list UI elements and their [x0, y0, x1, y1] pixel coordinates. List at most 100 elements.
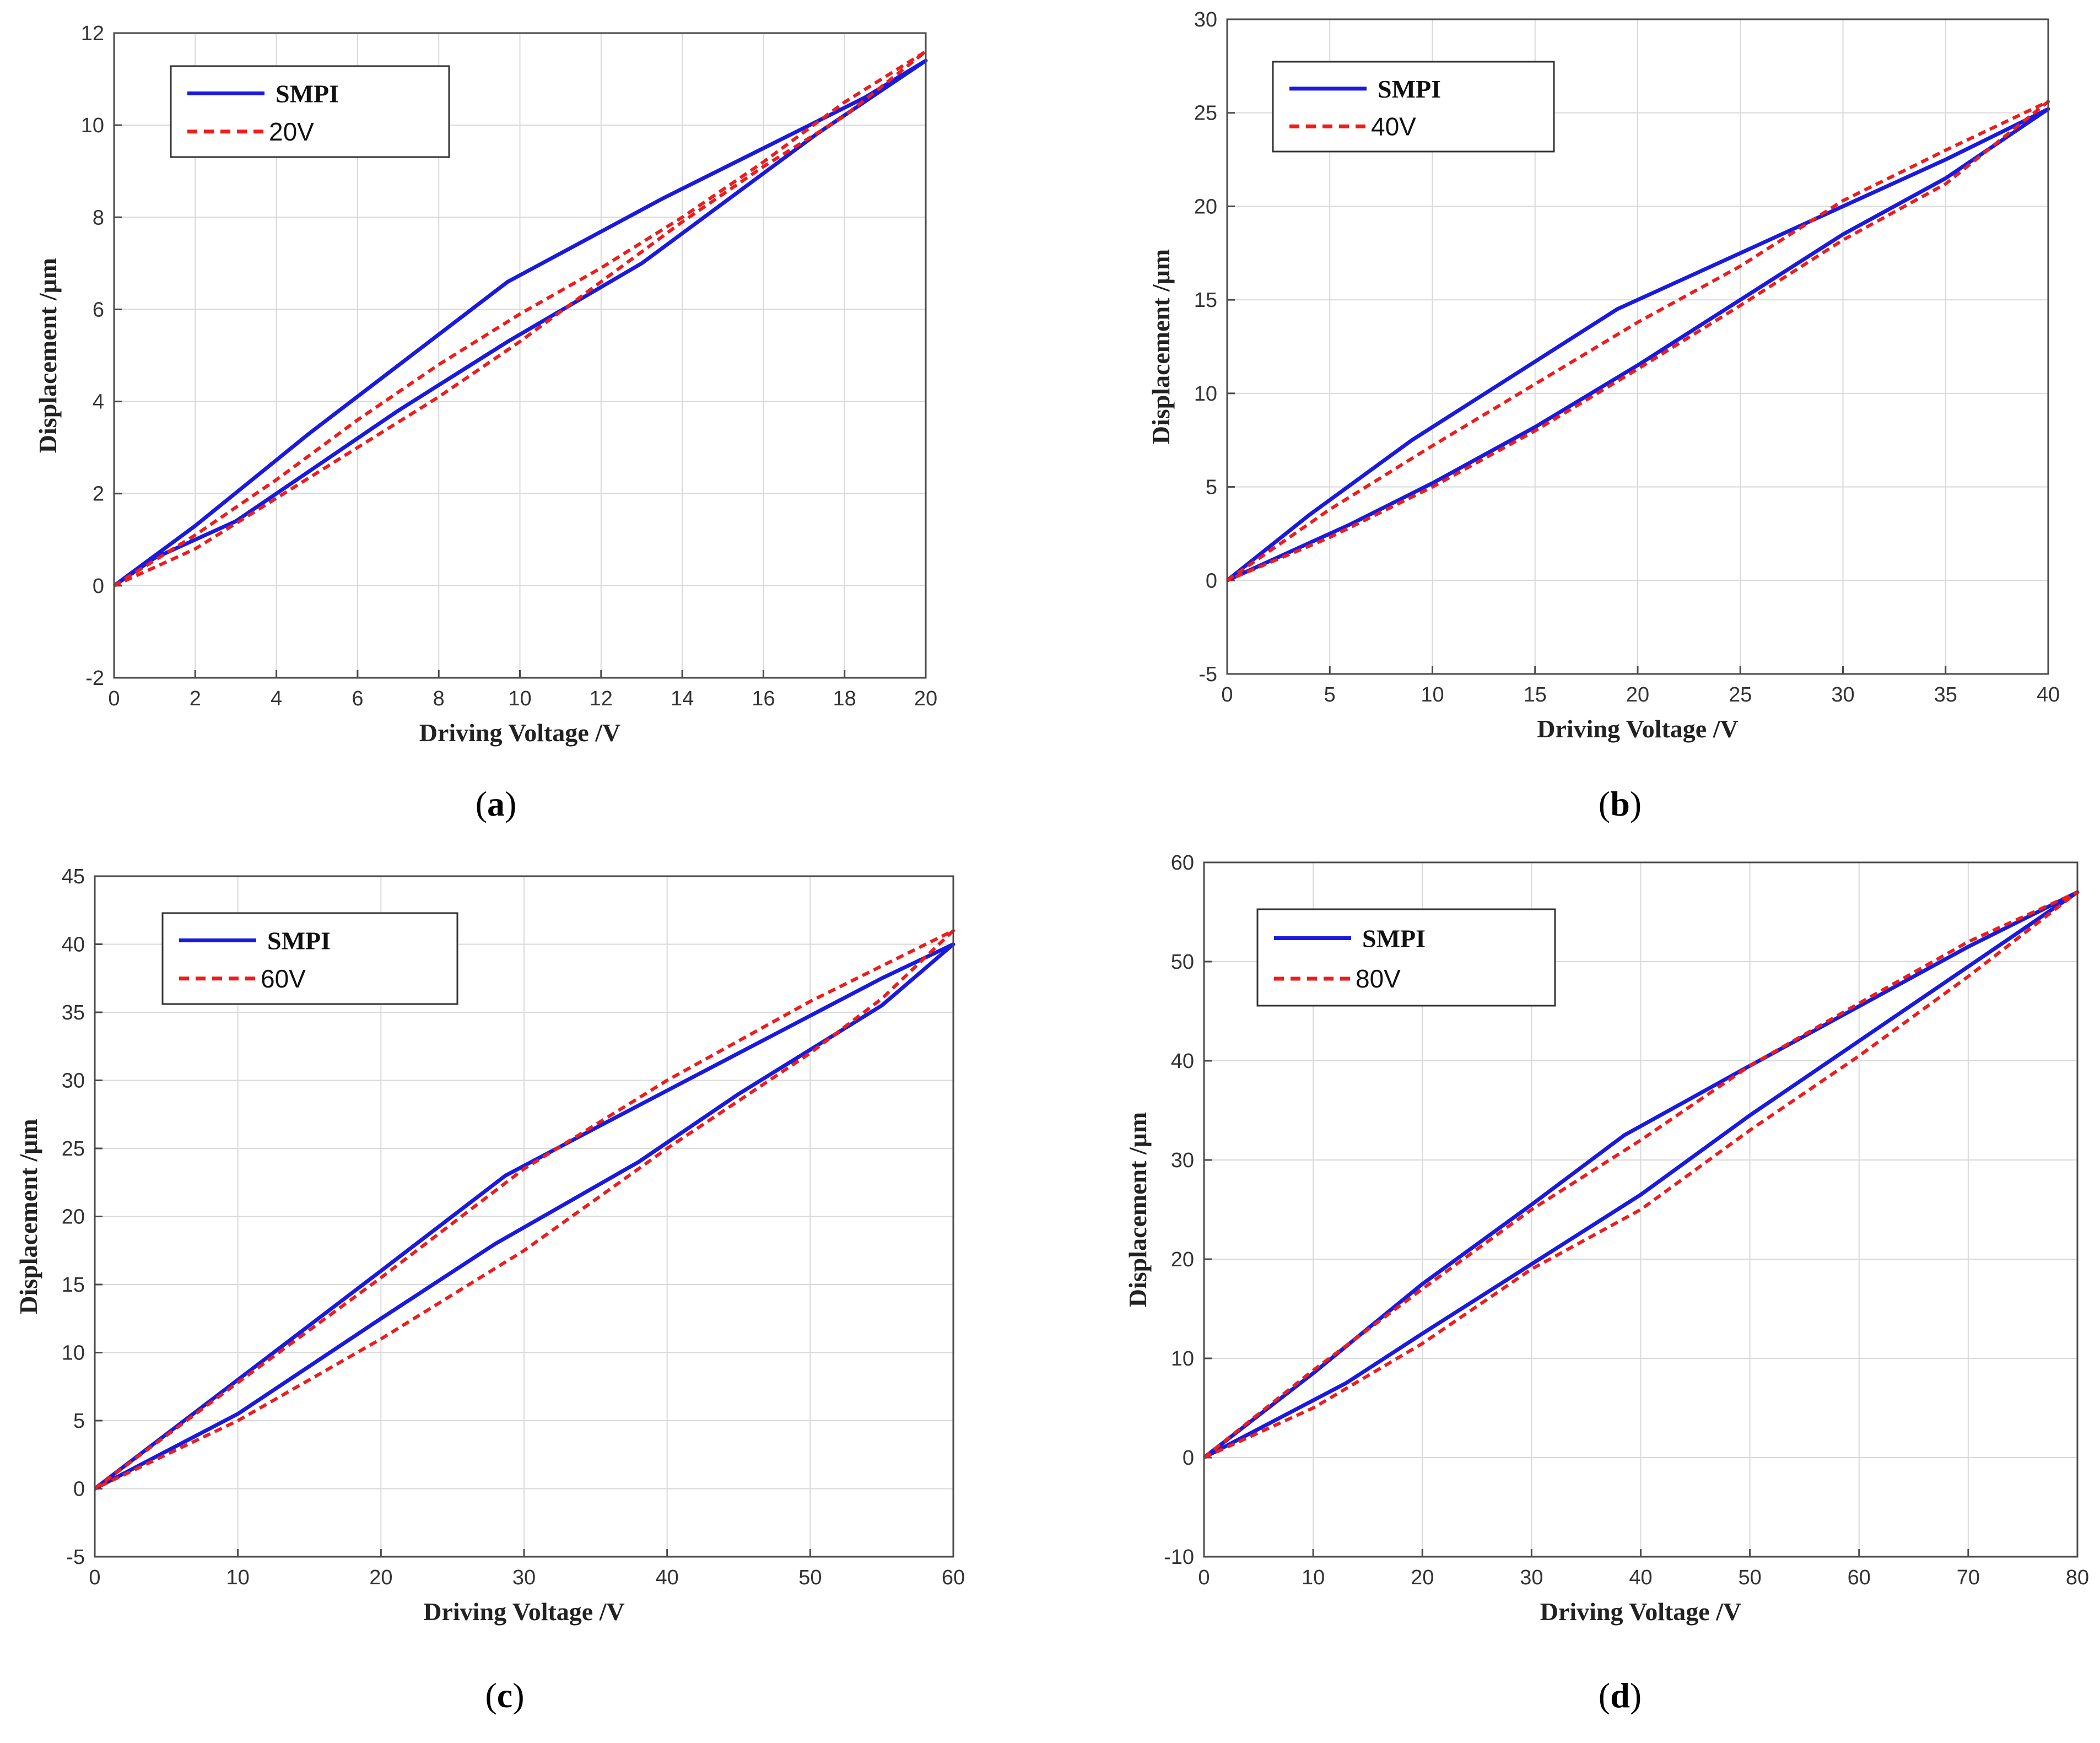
y-tick-label: 15 [1194, 289, 1217, 312]
x-tick-label: 0 [89, 1566, 100, 1589]
legend-smpi-label: SMPI [267, 927, 331, 955]
panel-caption: (d) [1599, 1676, 1642, 1715]
caption-open-paren: ( [1599, 784, 1610, 823]
panel-d: 0 10 20 30 40 50 60 70 80-100102030405060Driving… [1124, 851, 2089, 1715]
legend-smpi-label: SMPI [1362, 925, 1426, 953]
x-tick-label: 10 [1302, 1566, 1325, 1589]
panel-caption: (c) [485, 1676, 524, 1715]
x-tick-label: 10 [1421, 683, 1444, 706]
legend-measured-label: 40V [1371, 112, 1416, 141]
x-tick-label: 40 [1629, 1566, 1652, 1589]
caption-close-paren: ) [1630, 1676, 1642, 1715]
panel-caption: (b) [1599, 784, 1642, 823]
x-tick-label: 80 [2066, 1566, 2089, 1589]
y-tick-label: 4 [93, 391, 104, 414]
y-tick-label: 30 [1171, 1149, 1194, 1172]
x-axis-label: Driving Voltage /V [419, 719, 620, 747]
y-axis-label: Displacement /μm [1124, 1112, 1152, 1307]
x-tick-label: 10 [226, 1566, 250, 1589]
caption-close-paren: ) [505, 784, 516, 823]
plot-frame [1226, 18, 2049, 675]
x-axis-label: Driving Voltage /V [423, 1598, 624, 1626]
x-tick-label: 30 [1831, 683, 1854, 706]
y-tick-label: 10 [1194, 382, 1217, 406]
y-tick-label: -2 [85, 667, 104, 690]
y-tick-label: 40 [62, 933, 85, 957]
x-tick-label: 0 [108, 687, 120, 710]
x-tick-label: 50 [798, 1566, 822, 1589]
measured-series-line [94, 929, 955, 1491]
x-tick-label: 60 [1848, 1566, 1871, 1589]
y-tick-label: 0 [73, 1478, 85, 1501]
y-tick-label: -5 [66, 1546, 85, 1569]
caption-open-paren: ( [1599, 1676, 1610, 1715]
y-tick-label: 6 [93, 298, 104, 321]
x-tick-label: 15 [1524, 683, 1547, 706]
y-tick-label: 5 [73, 1410, 85, 1433]
y-tick-label: 20 [62, 1206, 85, 1229]
caption-letter: c [497, 1676, 512, 1715]
x-tick-label: 6 [352, 687, 363, 710]
x-tick-label: 0 [1198, 1566, 1210, 1589]
caption-close-paren: ) [512, 1676, 524, 1715]
y-tick-label: 25 [1194, 102, 1217, 125]
legend-box [161, 912, 458, 1005]
x-tick-label: 4 [271, 687, 282, 710]
x-axis-label: Driving Voltage /V [1540, 1598, 1741, 1626]
x-tick-label: 2 [190, 687, 201, 710]
y-tick-label: 10 [81, 114, 104, 137]
x-tick-label: 20 [1626, 683, 1649, 706]
legend: SMPI 60V [161, 912, 458, 1005]
panel-caption: (a) [476, 784, 517, 823]
x-tick-label: 12 [590, 687, 613, 710]
y-tick-label: 10 [1171, 1347, 1194, 1370]
smpi-series-line [112, 58, 928, 587]
y-tick-label: 0 [93, 575, 104, 598]
legend: SMPI 40V [1272, 61, 1555, 153]
x-tick-label: 40 [656, 1566, 679, 1589]
y-tick-label: 20 [1171, 1248, 1194, 1271]
x-tick-label: 35 [1934, 683, 1957, 706]
caption-letter: a [487, 784, 505, 823]
caption-open-paren: ( [476, 784, 487, 823]
x-tick-label: 20 [914, 687, 937, 710]
x-tick-label: 18 [833, 687, 856, 710]
y-tick-label: 10 [62, 1342, 85, 1365]
x-tick-label: 5 [1324, 683, 1336, 706]
x-tick-label: 10 [508, 687, 531, 710]
y-axis-label: Displacement /μm [14, 1119, 42, 1314]
y-tick-label: 25 [62, 1137, 85, 1161]
y-tick-label: -5 [1199, 663, 1217, 686]
x-tick-label: 14 [671, 687, 694, 710]
legend: SMPI 80V [1256, 908, 1556, 1007]
x-tick-label: 20 [369, 1566, 392, 1589]
x-tick-label: 50 [1738, 1566, 1761, 1589]
caption-letter: d [1610, 1676, 1630, 1715]
x-tick-label: 40 [2037, 683, 2060, 706]
panel-c: 0 10 20 30 40 50 60-5051015202530354045Driving… [14, 865, 965, 1715]
y-tick-label: 50 [1171, 951, 1194, 974]
legend-measured-label: 80V [1356, 964, 1401, 993]
caption-close-paren: ) [1630, 784, 1642, 823]
y-tick-label: 0 [1183, 1447, 1194, 1470]
y-tick-label: 30 [62, 1070, 85, 1093]
y-tick-label: 45 [62, 865, 85, 888]
x-tick-label: 60 [942, 1566, 965, 1589]
y-tick-label: 5 [1206, 476, 1217, 499]
x-tick-label: 25 [1729, 683, 1752, 706]
y-tick-label: 2 [93, 483, 104, 506]
legend-box [1256, 908, 1556, 1007]
x-tick-label: 30 [512, 1566, 536, 1589]
y-tick-label: 0 [1206, 569, 1217, 592]
y-tick-label: 60 [1171, 851, 1194, 875]
legend: SMPI 20V [170, 65, 450, 158]
plot-frame [1203, 861, 2079, 1558]
legend-measured-label: 60V [261, 964, 306, 993]
y-tick-label: 30 [1194, 8, 1217, 31]
plot-frame [113, 32, 927, 679]
plot-frame [94, 875, 954, 1558]
y-tick-label: 35 [62, 1001, 85, 1024]
